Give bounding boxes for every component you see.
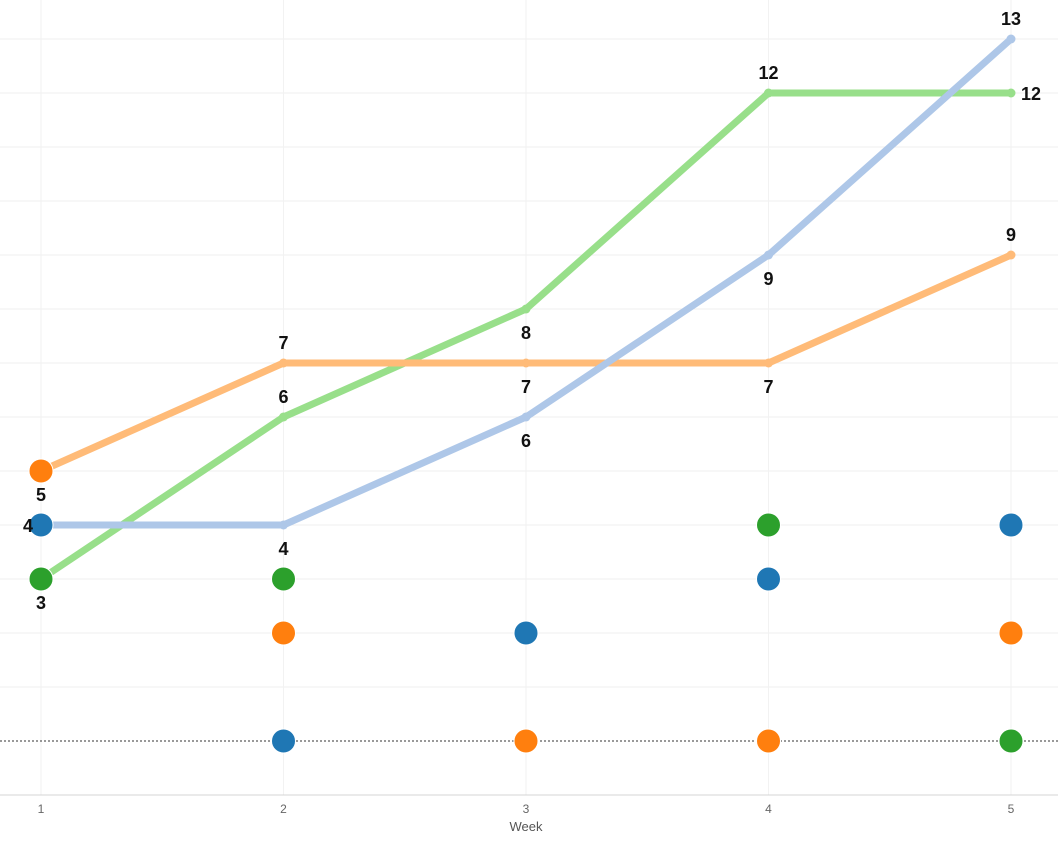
data-label: 4 bbox=[278, 539, 288, 559]
x-tick-label: 2 bbox=[280, 802, 287, 816]
x-tick-label: 5 bbox=[1008, 802, 1015, 816]
dot-marker bbox=[271, 620, 296, 646]
dot-marker bbox=[756, 566, 781, 592]
line-point bbox=[521, 304, 531, 314]
line-point bbox=[764, 250, 773, 260]
x-axis-ticks: 1 2 3 4 5 bbox=[38, 802, 1015, 816]
line-point bbox=[521, 358, 531, 368]
dot-marker bbox=[513, 728, 539, 754]
x-tick-label: 1 bbox=[38, 802, 45, 816]
data-label: 4 bbox=[23, 516, 33, 536]
x-tick-label: 3 bbox=[523, 802, 530, 816]
line-point bbox=[1006, 250, 1016, 260]
gridlines bbox=[0, 0, 1058, 796]
line-point bbox=[1006, 88, 1016, 98]
data-label: 13 bbox=[1001, 9, 1021, 29]
data-label: 9 bbox=[763, 269, 773, 289]
dot-marker bbox=[998, 512, 1024, 538]
x-tick-label: 4 bbox=[765, 802, 772, 816]
data-label: 6 bbox=[521, 431, 531, 451]
dot-marker bbox=[513, 620, 539, 646]
dot-marker bbox=[998, 728, 1024, 754]
data-label: 6 bbox=[278, 387, 288, 407]
data-label: 5 bbox=[36, 485, 46, 505]
line-point bbox=[279, 412, 288, 422]
dot-marker bbox=[756, 512, 781, 538]
data-label: 12 bbox=[758, 63, 778, 83]
x-axis-title: Week bbox=[510, 819, 543, 834]
series-lines bbox=[36, 34, 1016, 584]
data-label: 7 bbox=[521, 377, 531, 397]
data-label: 8 bbox=[521, 323, 531, 343]
dot-marker bbox=[28, 512, 54, 538]
data-label: 7 bbox=[278, 333, 288, 353]
line-point bbox=[764, 88, 773, 98]
data-label: 3 bbox=[36, 593, 46, 613]
dot-marker bbox=[271, 728, 296, 754]
line-point bbox=[521, 412, 531, 422]
line-point bbox=[279, 520, 288, 530]
line-point bbox=[279, 358, 288, 368]
data-label: 7 bbox=[763, 377, 773, 397]
line-point bbox=[1006, 34, 1016, 44]
dot-marker bbox=[998, 620, 1024, 646]
dot-markers bbox=[28, 458, 1024, 754]
dot-marker bbox=[756, 728, 781, 754]
data-label: 9 bbox=[1006, 225, 1016, 245]
line-point bbox=[764, 358, 773, 368]
dot-marker bbox=[28, 458, 54, 484]
data-label: 12 bbox=[1021, 84, 1041, 104]
dot-marker bbox=[28, 566, 54, 592]
dot-marker bbox=[271, 566, 296, 592]
